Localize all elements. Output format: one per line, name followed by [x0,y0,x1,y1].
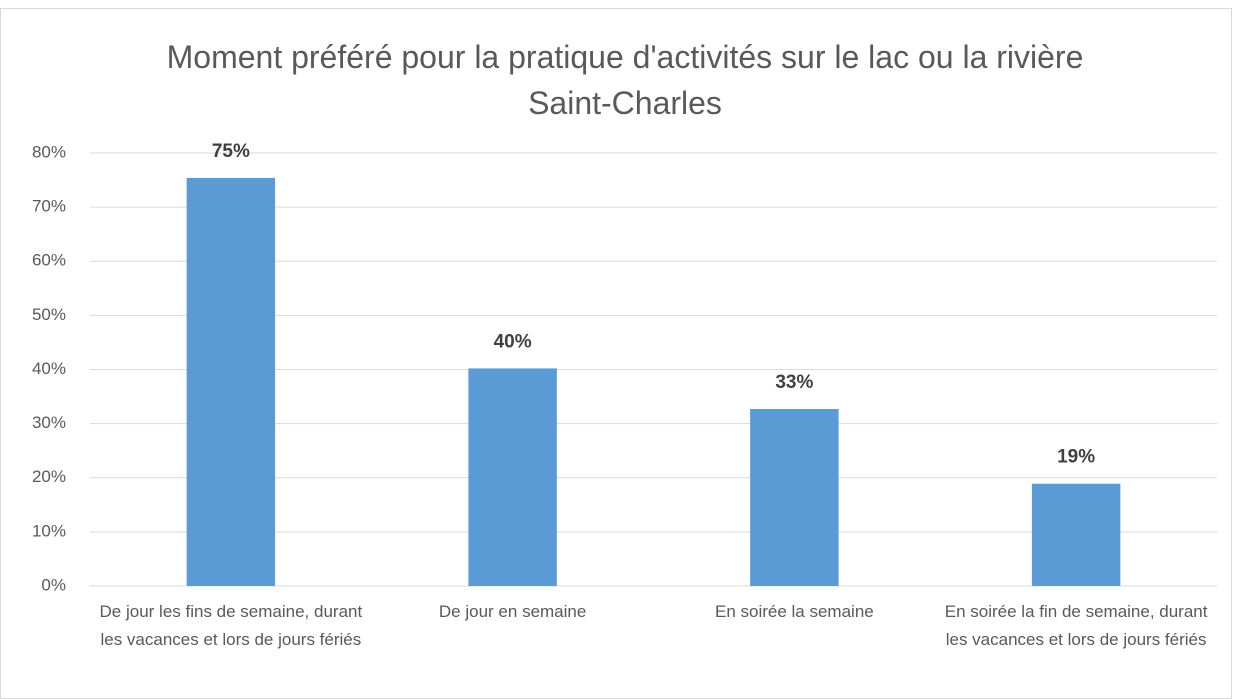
x-tick-label: De jour les fins de semaine, durant les … [99,602,363,649]
x-tick-label: En soirée la fin de semaine, durant les … [944,602,1208,649]
bar [750,409,839,586]
bar [186,177,276,586]
y-tick-label: 80% [32,142,66,161]
data-label: 19% [1057,447,1095,468]
y-tick-label: 30% [32,413,66,432]
data-label: 75% [212,141,250,162]
y-tick-label: 50% [32,305,66,324]
y-tick-label: 40% [32,359,66,378]
y-tick-label: 10% [32,521,66,540]
y-tick-label: 60% [32,251,66,270]
data-label: 33% [775,372,813,393]
y-tick-label: 70% [32,197,66,216]
chart-title: Moment préféré pour la pratique d'activi… [166,39,1084,121]
y-tick-label: 0% [41,575,66,594]
x-tick-label: En soirée la semaine [714,602,874,621]
bar [468,368,557,586]
x-tick-label: De jour en semaine [438,602,587,621]
y-tick-label: 20% [32,467,66,486]
data-label: 40% [494,331,532,352]
bar [1031,483,1121,586]
